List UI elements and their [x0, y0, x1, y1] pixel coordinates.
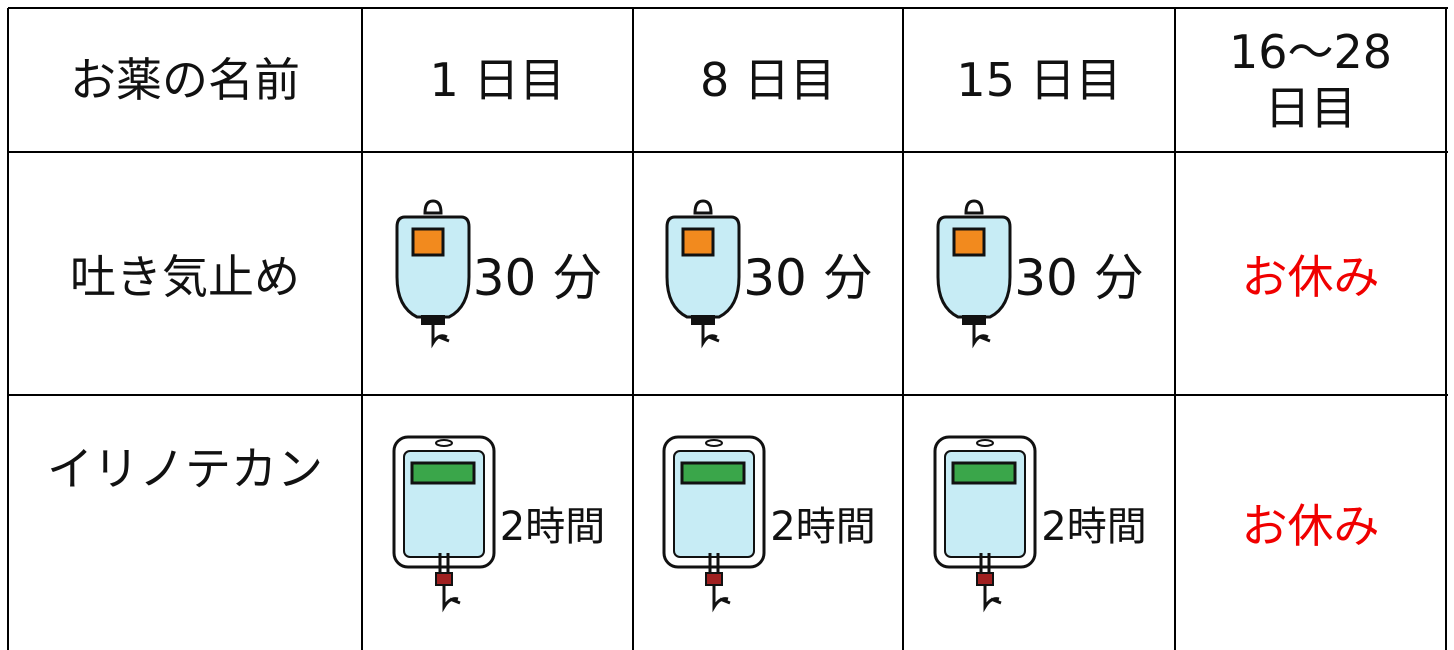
dose-cell: 2時間	[634, 396, 902, 650]
header-cell: 16～28 日目	[1228, 25, 1393, 135]
dose-cell: 2時間	[904, 396, 1174, 650]
border	[8, 394, 1448, 396]
header-cell: お薬の名前	[70, 53, 300, 107]
header-cell: 1 日目	[429, 53, 566, 107]
rest-label: お休み	[1241, 249, 1380, 304]
border	[7, 8, 9, 650]
duration: 2時間	[499, 504, 606, 550]
duration: 2時間	[1041, 504, 1147, 550]
border	[902, 8, 904, 650]
duration: 30 分	[1014, 248, 1144, 307]
drug-name: 吐き気止め	[70, 249, 300, 304]
drip-bag-icon	[936, 198, 1012, 348]
border	[632, 8, 634, 650]
header-cell: 15 日目	[956, 53, 1122, 107]
dose-cell: 30 分	[904, 153, 1174, 394]
duration: 30 分	[472, 248, 603, 307]
pump-bag-icon	[392, 435, 496, 613]
dose-cell: 30 分	[363, 153, 632, 394]
drip-bag-icon	[395, 198, 471, 348]
rest-label: お休み	[1241, 499, 1380, 553]
border	[8, 7, 1448, 9]
border	[8, 151, 1448, 153]
pump-bag-icon	[662, 435, 766, 613]
pump-bag-icon	[933, 435, 1037, 613]
dose-cell: 2時間	[363, 396, 632, 650]
duration: 30 分	[743, 248, 873, 307]
border	[1174, 8, 1176, 650]
duration: 2時間	[770, 504, 876, 550]
border	[361, 8, 363, 650]
border	[1445, 8, 1447, 650]
dose-cell: 30 分	[634, 153, 902, 394]
header-cell: 8 日目	[700, 53, 836, 107]
drip-bag-icon	[665, 198, 741, 348]
drug-name: イリノテカン	[47, 442, 323, 496]
